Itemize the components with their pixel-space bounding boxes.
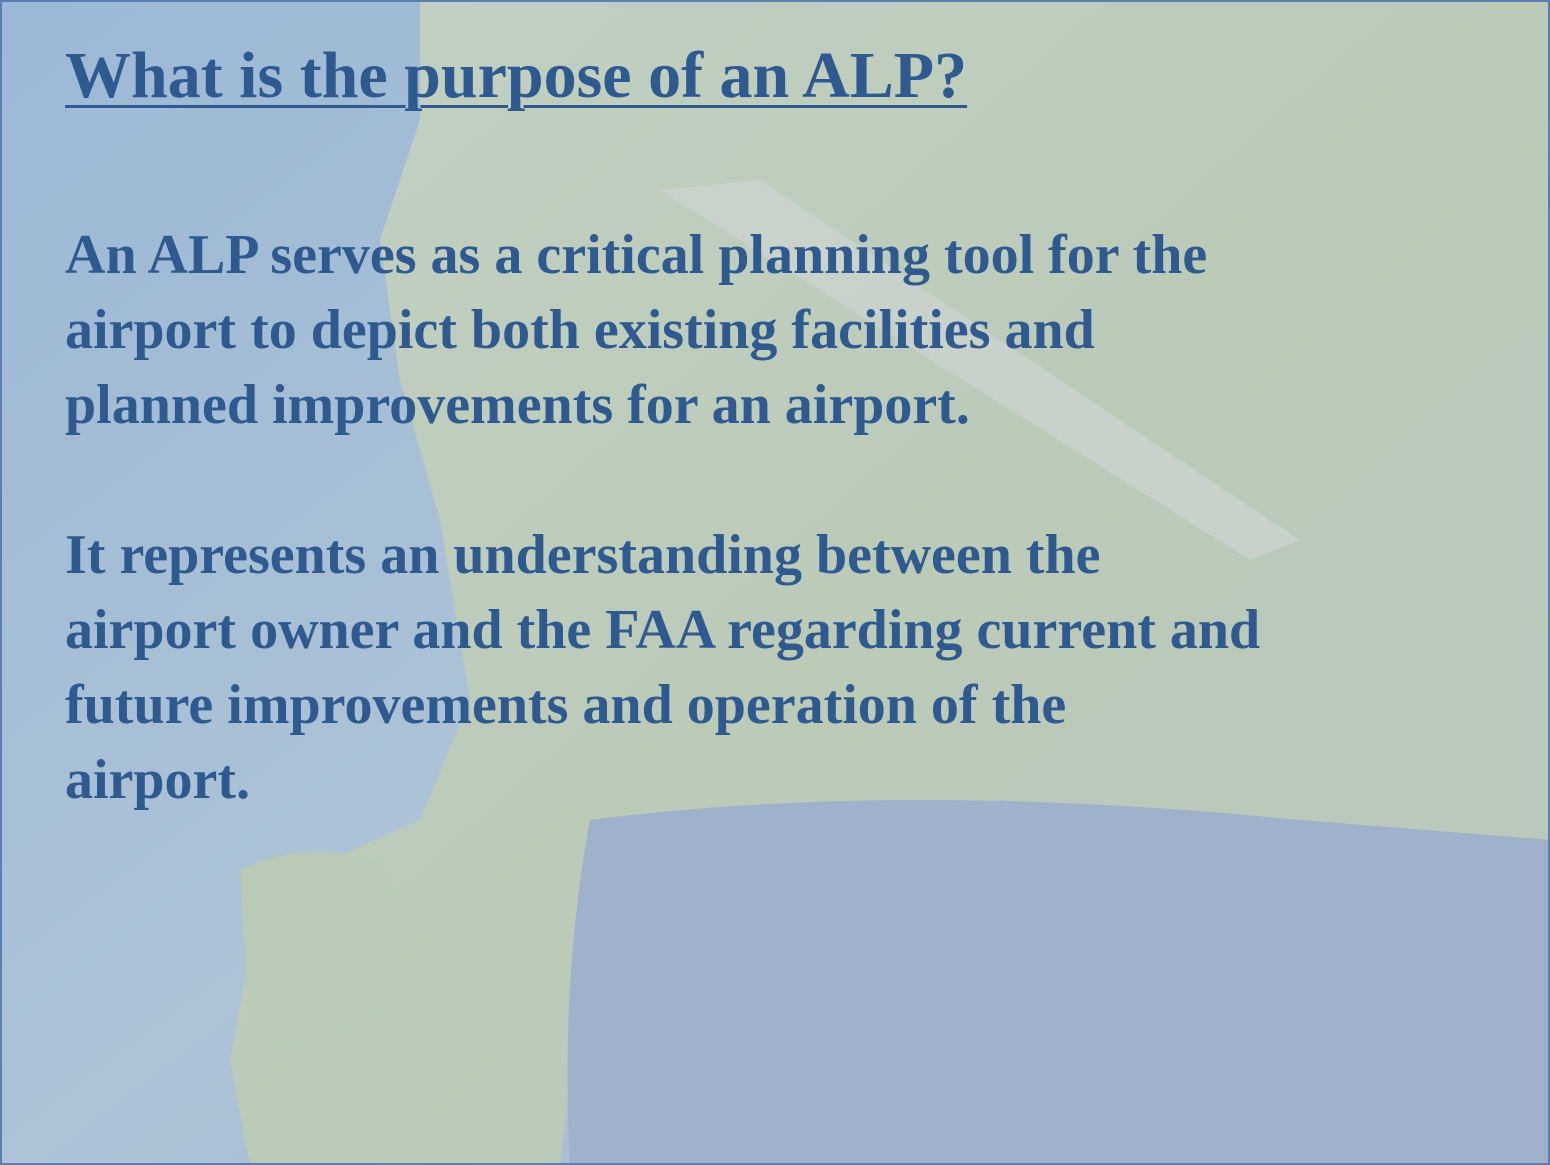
text-line: future improvements and operation of the [65,668,1260,743]
text-line: airport owner and the FAA regarding curr… [65,593,1260,668]
text-line: planned improvements for an airport. [65,368,1207,443]
slide: What is the purpose of an ALP? An ALP se… [0,0,1550,1165]
text-line: It represents an understanding between t… [65,518,1260,593]
paragraph: An ALP serves as a critical planning too… [65,218,1207,443]
slide-content: What is the purpose of an ALP? An ALP se… [0,0,1550,1165]
text-line: An ALP serves as a critical planning too… [65,218,1207,293]
text-line: airport. [65,743,1260,818]
text-line: airport to depict both existing faciliti… [65,293,1207,368]
slide-title: What is the purpose of an ALP? [65,38,967,114]
paragraph: It represents an understanding between t… [65,518,1260,818]
